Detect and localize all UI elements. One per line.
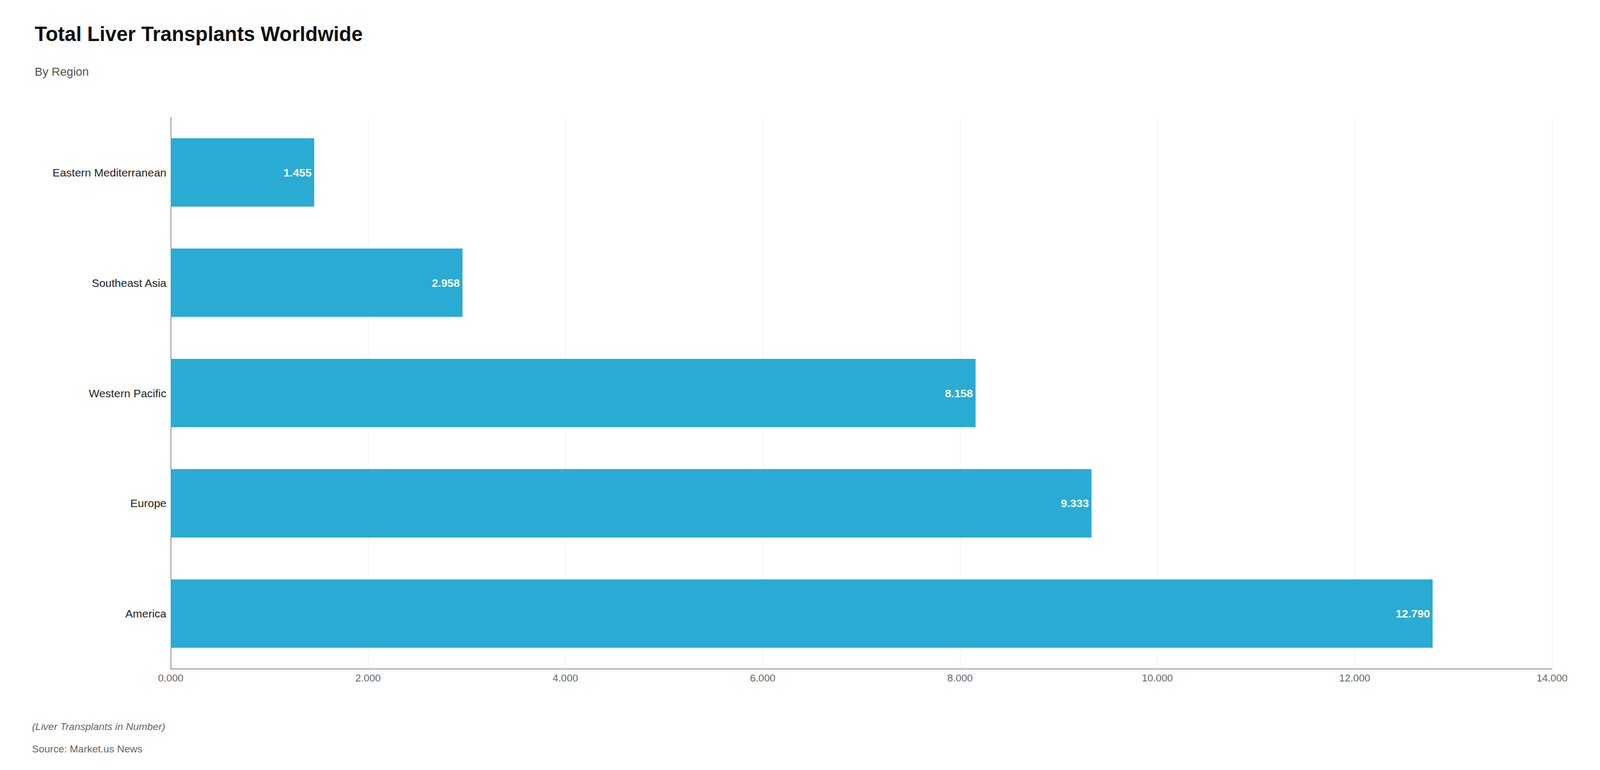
svg-text:America: America (125, 607, 167, 620)
svg-text:8.000: 8.000 (947, 672, 973, 684)
svg-text:12.000: 12.000 (1339, 672, 1371, 684)
svg-text:10.000: 10.000 (1141, 672, 1173, 684)
svg-text:9.333: 9.333 (1060, 497, 1090, 510)
svg-text:6.000: 6.000 (749, 672, 776, 684)
svg-text:By Region: By Region (34, 65, 90, 79)
svg-text:0.000: 0.000 (157, 672, 184, 684)
svg-text:(Liver Transplants in Number): (Liver Transplants in Number) (32, 721, 166, 733)
svg-text:2.000: 2.000 (355, 672, 381, 684)
svg-text:Western Pacific: Western Pacific (89, 387, 167, 400)
svg-text:14.000: 14.000 (1536, 672, 1568, 684)
svg-text:Southeast Asia: Southeast Asia (91, 276, 167, 290)
svg-text:8.158: 8.158 (945, 387, 974, 400)
svg-text:1.455: 1.455 (283, 166, 312, 179)
svg-text:Eastern Mediterranean: Eastern Mediterranean (52, 166, 167, 179)
svg-text:Source: Market.us News: Source: Market.us News (32, 743, 143, 755)
svg-text:2.958: 2.958 (432, 276, 461, 290)
svg-text:4.000: 4.000 (552, 672, 579, 684)
svg-text:12.790: 12.790 (1395, 607, 1430, 620)
svg-text:Europe: Europe (130, 497, 167, 510)
svg-text:Total Liver Transplants Worldw: Total Liver Transplants Worldwide (34, 22, 363, 46)
